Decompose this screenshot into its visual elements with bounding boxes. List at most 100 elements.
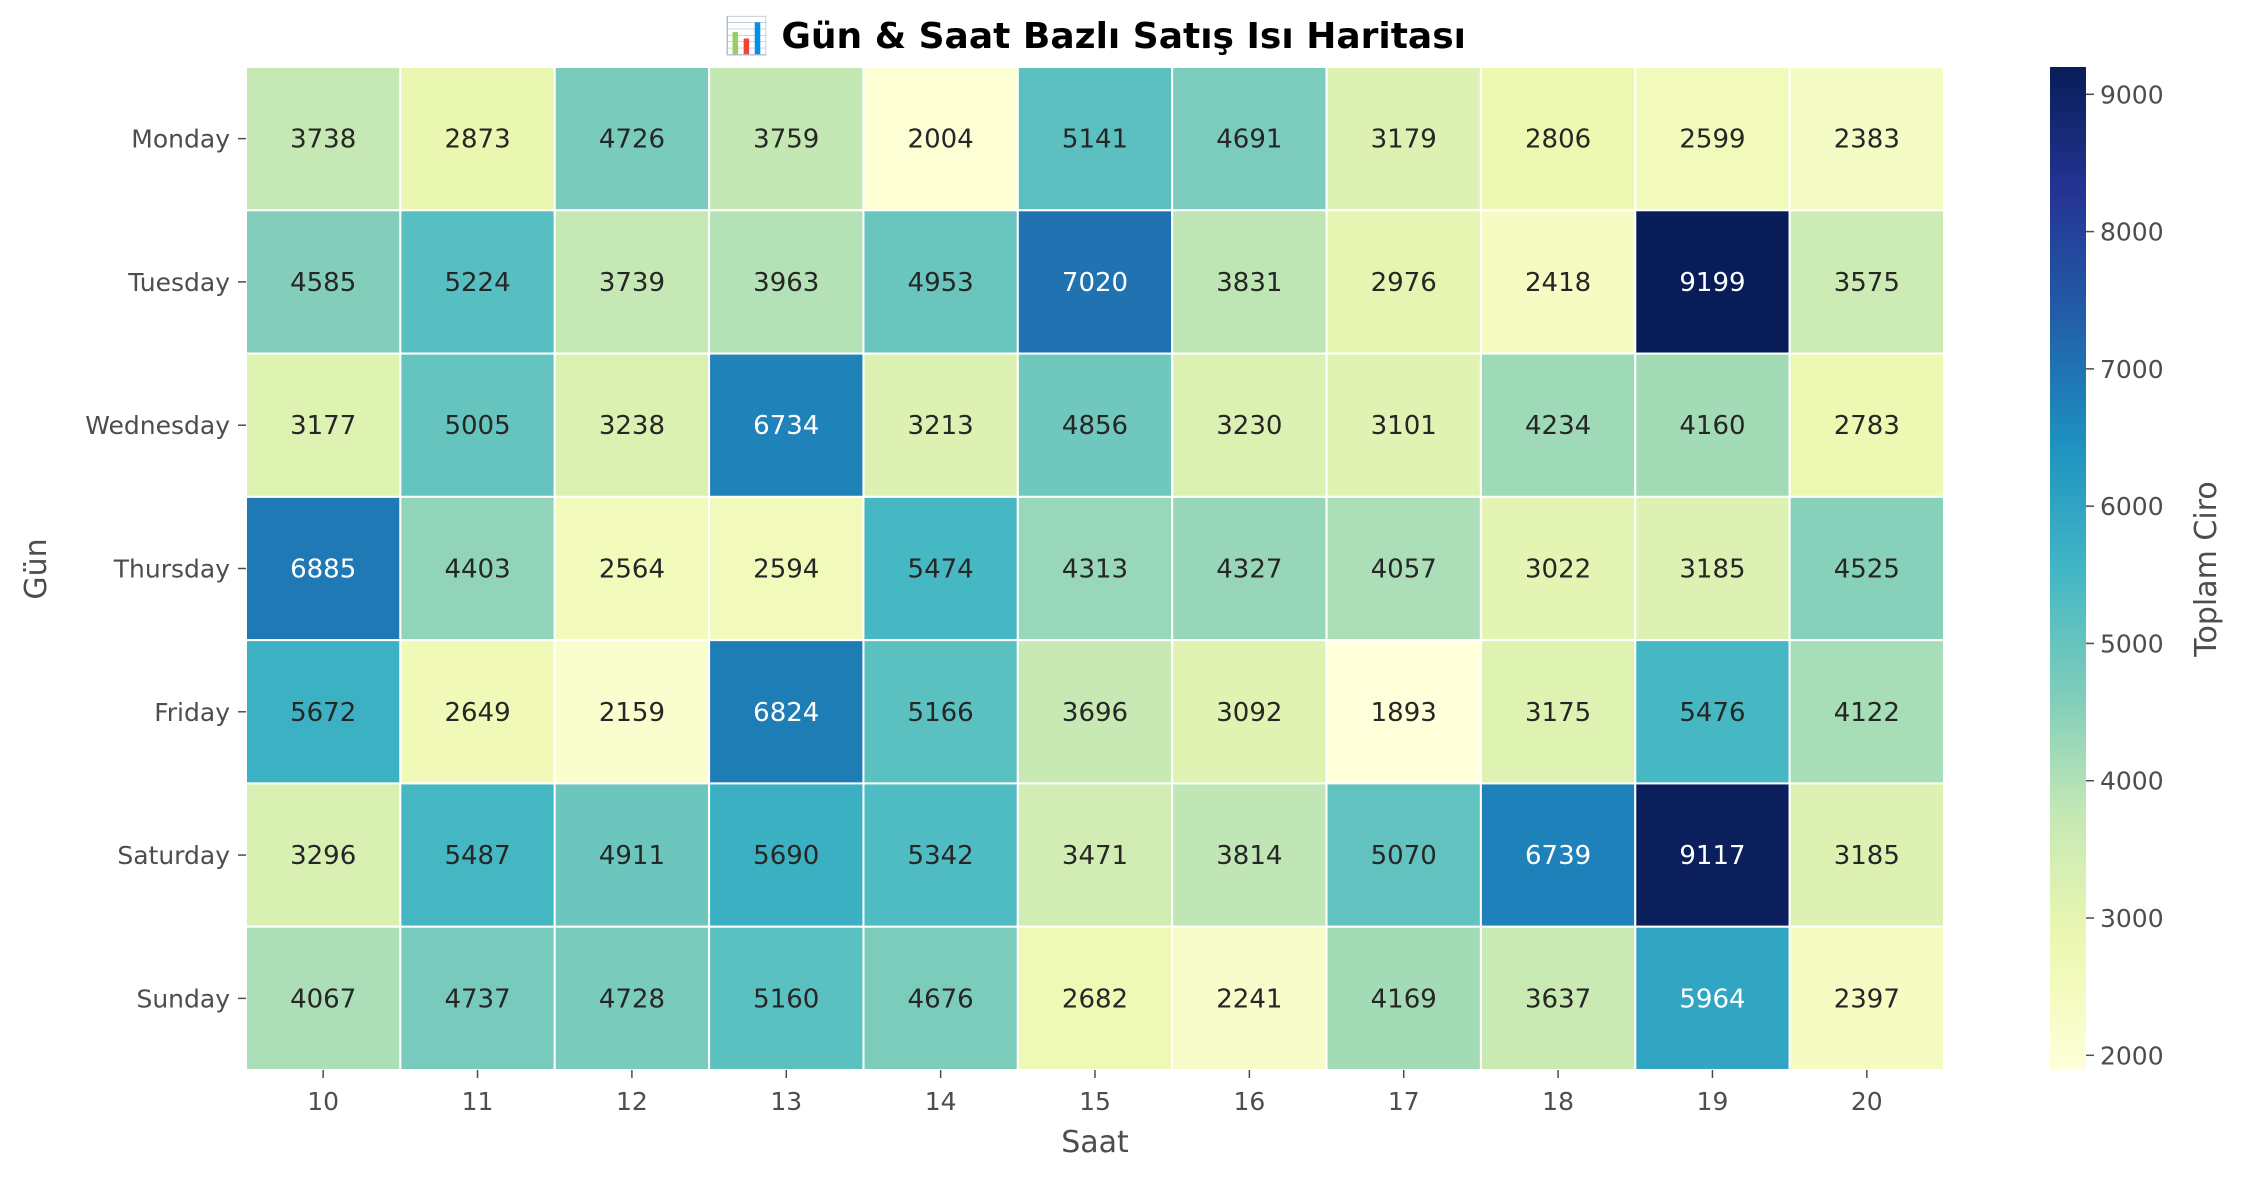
y-axis-label: Gün <box>19 538 54 599</box>
heatmap-cell <box>1479 495 1637 642</box>
heatmap-cell <box>1634 209 1791 355</box>
x-tick-label: 10 <box>307 1087 339 1116</box>
cell-value-label: 3963 <box>753 268 819 298</box>
cell-value-label: 4327 <box>1216 555 1282 585</box>
cell-value-label: 3022 <box>1525 555 1591 585</box>
cell-value-label: 2806 <box>1525 125 1591 155</box>
cell-value-label: 2418 <box>1525 268 1591 298</box>
cell-value-label: 3296 <box>290 841 356 871</box>
y-tick-label: Tuesday <box>127 268 230 297</box>
heatmap-cell <box>245 639 402 785</box>
heatmap-cell <box>1016 352 1174 498</box>
heatmap-cell <box>1171 639 1328 785</box>
colorbar-tick-label: 6000 <box>2100 492 2164 521</box>
heatmap-cell <box>1016 209 1174 355</box>
cell-value-label: 6824 <box>753 698 819 728</box>
colorbar-tick-label: 7000 <box>2100 355 2164 384</box>
heatmap-cell <box>1788 66 1945 212</box>
cell-value-label: 3696 <box>1062 698 1128 728</box>
cell-value-label: 4953 <box>908 268 974 298</box>
heatmap-cell <box>1171 925 1328 1072</box>
cell-value-label: 3739 <box>599 268 665 298</box>
x-axis-label: Saat <box>1061 1125 1129 1160</box>
heatmap-cell <box>1479 352 1637 498</box>
cell-value-label: 3738 <box>290 125 356 155</box>
cell-value-label: 5005 <box>444 411 510 441</box>
x-tick-label: 13 <box>770 1087 802 1116</box>
cell-value-label: 5476 <box>1679 698 1745 728</box>
heatmap-cell <box>708 495 865 642</box>
cell-value-label: 4726 <box>599 125 665 155</box>
colorbar-tick-label: 3000 <box>2100 904 2164 933</box>
heatmap-cell <box>1634 495 1791 642</box>
heatmap-cell <box>1788 925 1945 1072</box>
heatmap-cell <box>708 639 865 785</box>
cell-value-label: 2004 <box>908 125 974 155</box>
y-tick-label: Thursday <box>113 555 230 584</box>
cell-value-label: 6734 <box>753 411 819 441</box>
x-tick-label: 20 <box>1851 1087 1883 1116</box>
cell-value-label: 2241 <box>1216 984 1282 1014</box>
cell-value-label: 2599 <box>1679 125 1745 155</box>
cell-value-label: 2594 <box>753 555 819 585</box>
x-tick-label: 19 <box>1697 1087 1729 1116</box>
cell-value-label: 3185 <box>1834 841 1900 871</box>
cell-value-label: 3759 <box>753 125 819 155</box>
cell-value-label: 2383 <box>1834 125 1900 155</box>
cell-value-label: 3179 <box>1371 125 1437 155</box>
x-tick-label: 12 <box>616 1087 648 1116</box>
x-tick-label: 16 <box>1233 1087 1265 1116</box>
cell-value-label: 5964 <box>1679 984 1745 1014</box>
cell-value-label: 6739 <box>1525 841 1591 871</box>
heatmap-cell <box>245 66 402 212</box>
heatmap-cell <box>553 495 711 642</box>
heatmap-cell <box>862 352 1019 498</box>
cell-value-label: 3092 <box>1216 698 1282 728</box>
cell-value-label: 4122 <box>1834 698 1900 728</box>
cell-value-label: 3185 <box>1679 555 1745 585</box>
cell-value-label: 5224 <box>444 268 510 298</box>
y-tick-label: Monday <box>131 125 230 154</box>
heatmap-cell <box>1016 639 1174 785</box>
cell-value-label: 4169 <box>1371 984 1437 1014</box>
heatmap-cell <box>1634 639 1791 785</box>
colorbar-ticks: 2000 3000 4000 5000 6000 7000 8000 9000 <box>2086 80 2164 1070</box>
cell-value-label: 4525 <box>1834 555 1900 585</box>
heatmap-cell <box>1788 209 1945 355</box>
heatmap-cell <box>1325 66 1482 212</box>
axis-ticks: 10 11 12 13 14 15 16 17 18 19 20 Monday Tuesday Wedne… <box>85 125 1882 1116</box>
x-tick-label: 18 <box>1542 1087 1574 1116</box>
cell-value-label: 1893 <box>1371 698 1437 728</box>
heatmap-cell <box>1325 209 1482 355</box>
cell-value-label: 4403 <box>444 555 510 585</box>
heatmap-cell <box>1325 925 1482 1072</box>
heatmap-cell <box>399 66 556 212</box>
cell-value-label: 2976 <box>1371 268 1437 298</box>
heatmap-cell <box>1788 352 1945 498</box>
cell-value-label: 5166 <box>908 698 974 728</box>
heatmap-cell <box>708 782 865 928</box>
cell-value-label: 3814 <box>1216 841 1282 871</box>
heatmap-cell <box>553 352 711 498</box>
cell-value-label: 3175 <box>1525 698 1591 728</box>
heatmap-cell <box>862 495 1019 642</box>
heatmap-cell <box>1479 925 1637 1072</box>
cell-value-label: 5070 <box>1371 841 1437 871</box>
heatmap-cell <box>553 66 711 212</box>
y-tick-label: Wednesday <box>85 411 230 440</box>
heatmap-cell <box>245 925 402 1072</box>
cell-value-label: 3177 <box>290 411 356 441</box>
cell-value-label: 4585 <box>290 268 356 298</box>
heatmap-cell <box>1788 639 1945 785</box>
heatmap-cell <box>708 66 865 212</box>
y-tick-label: Saturday <box>117 841 230 870</box>
colorbar-tick-label: 9000 <box>2100 80 2164 109</box>
cell-value-label: 2682 <box>1062 984 1128 1014</box>
heatmap-cell <box>1016 66 1174 212</box>
colorbar-tick-label: 4000 <box>2100 767 2164 796</box>
cell-value-label: 5141 <box>1062 125 1128 155</box>
heatmap-cell <box>553 925 711 1072</box>
colorbar <box>2050 67 2086 1070</box>
colorbar-label: Toplam Ciro <box>2189 481 2224 657</box>
heatmap-cell <box>1634 925 1791 1072</box>
